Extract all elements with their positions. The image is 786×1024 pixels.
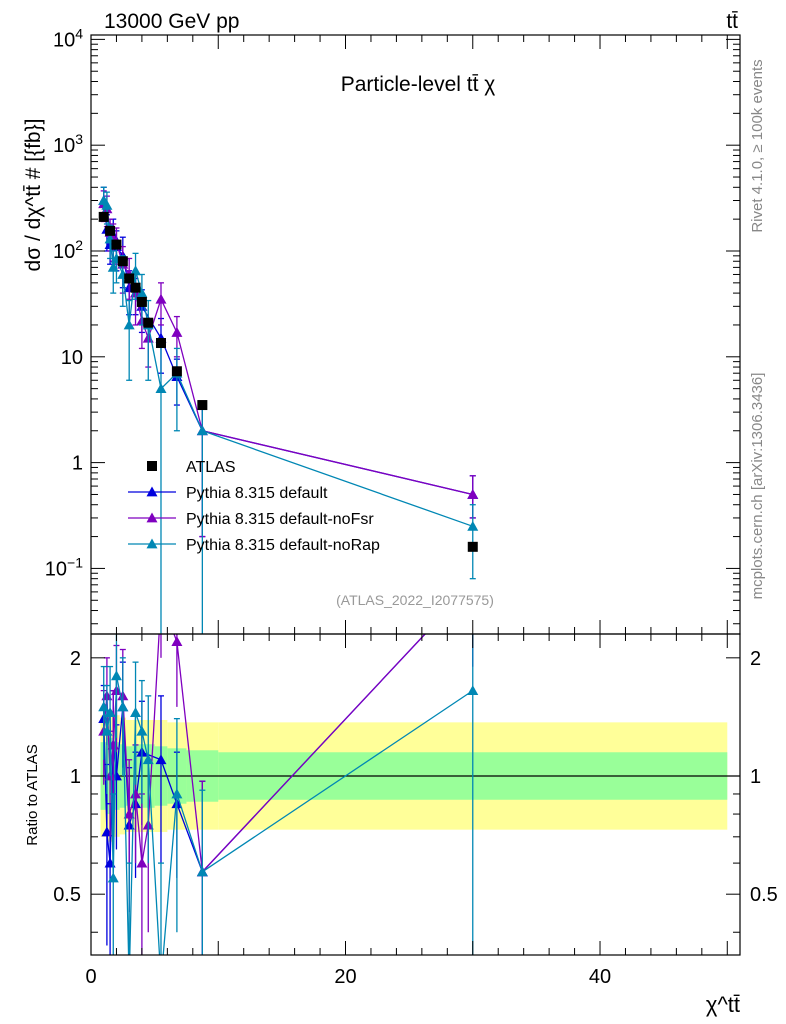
y-tick-label: 10 bbox=[61, 347, 83, 369]
rivet-version-label: Rivet 4.1.0, ≥ 100k events bbox=[749, 59, 766, 232]
y-tick-label: 10−1 bbox=[45, 554, 83, 580]
series-marker bbox=[467, 520, 479, 531]
y-tick-label: 104 bbox=[53, 25, 83, 51]
data-point bbox=[105, 225, 116, 236]
data-point bbox=[143, 317, 154, 328]
ratio-y-tick-label: 1 bbox=[70, 766, 81, 788]
x-axis-label: χ^tt̄ bbox=[706, 992, 740, 1017]
y-tick-label: 1 bbox=[72, 453, 83, 475]
ratio-y-axis-label: Ratio to ATLAS bbox=[24, 744, 41, 845]
y-axis-label: dσ / dχ^tt̄ # [{fb}] bbox=[22, 119, 45, 272]
data-point bbox=[467, 541, 478, 552]
data-point bbox=[117, 256, 128, 267]
ratio-y-tick-label: 2 bbox=[70, 648, 81, 670]
ratio-y-tick-label-right: 1 bbox=[750, 766, 761, 788]
ratio-panel-series bbox=[98, 634, 479, 986]
legend-marker-triangle bbox=[146, 512, 158, 523]
series-line bbox=[103, 200, 473, 527]
x-tick-label: 20 bbox=[334, 966, 356, 988]
mcplots-credit-label: mcplots.cern.ch [arXiv:1306.3436] bbox=[749, 373, 766, 600]
series-marker bbox=[101, 199, 113, 210]
y-tick-label: 102 bbox=[53, 237, 83, 263]
ratio-marker bbox=[123, 808, 135, 819]
ratio-marker bbox=[107, 872, 119, 883]
header-process-label: tt̄ bbox=[726, 10, 738, 33]
data-point bbox=[136, 296, 147, 307]
ratio-y-tick-label-right: 2 bbox=[750, 648, 761, 670]
ratio-marker bbox=[124, 976, 135, 986]
ratio-marker bbox=[467, 685, 479, 696]
series-marker bbox=[196, 425, 208, 436]
data-point bbox=[197, 400, 208, 411]
ratio-marker bbox=[104, 707, 116, 718]
legend-marker-triangle bbox=[146, 538, 158, 549]
data-point bbox=[155, 338, 166, 349]
header-collision-label: 13000 GeV pp bbox=[104, 10, 239, 33]
series-marker bbox=[136, 287, 148, 298]
ratio-panel-frame bbox=[90, 633, 741, 956]
series-marker bbox=[155, 293, 167, 304]
ratio-marker bbox=[110, 670, 122, 681]
series-marker bbox=[130, 265, 142, 276]
ratio-marker bbox=[130, 707, 142, 718]
axes: 0 20 40 10−1 1 10 102 103 104 0.5 0.5 1 1 2 2 bbox=[45, 25, 778, 988]
data-point bbox=[111, 239, 122, 250]
legend-label: Pythia 8.315 default-noRap bbox=[186, 537, 380, 554]
legend-label: ATLAS bbox=[186, 459, 236, 476]
ratio-marker bbox=[171, 636, 183, 646]
series-marker bbox=[107, 261, 119, 272]
ratio-marker bbox=[196, 866, 208, 877]
data-point bbox=[98, 211, 109, 222]
ratio-marker bbox=[136, 857, 148, 868]
x-tick-label: 0 bbox=[85, 966, 96, 988]
data-point bbox=[124, 273, 135, 284]
series-marker bbox=[155, 383, 167, 394]
legend-marker-square bbox=[147, 461, 157, 471]
main-panel-series bbox=[98, 186, 479, 634]
series-line bbox=[103, 203, 473, 496]
ratio-marker bbox=[155, 754, 167, 765]
ratio-marker bbox=[117, 701, 129, 712]
series-marker bbox=[171, 326, 183, 337]
ratio-y-tick-label-right: 0.5 bbox=[750, 884, 778, 906]
data-point bbox=[171, 366, 182, 377]
chart-title: Particle-level tt̄ χ bbox=[341, 73, 496, 96]
ratio-uncertainty-bands bbox=[91, 710, 740, 842]
legend-label: Pythia 8.315 default bbox=[186, 485, 328, 502]
ratio-y-tick-label: 0.5 bbox=[53, 884, 81, 906]
legend-marker-triangle bbox=[146, 486, 158, 497]
legend-label: Pythia 8.315 default-noFsr bbox=[186, 511, 374, 528]
ratio-marker bbox=[142, 754, 154, 765]
analysis-tag: (ATLAS_2022_I2077575) bbox=[336, 592, 494, 608]
series-marker bbox=[467, 488, 479, 499]
series-marker bbox=[123, 319, 135, 330]
y-tick-label: 103 bbox=[53, 131, 83, 157]
data-point bbox=[130, 282, 141, 293]
ratio-marker bbox=[130, 788, 142, 799]
ratio-marker bbox=[171, 788, 183, 799]
ratio-marker bbox=[155, 976, 166, 986]
x-tick-label: 40 bbox=[589, 966, 611, 988]
legend: ATLAS Pythia 8.315 default Pythia 8.315 de… bbox=[128, 459, 380, 554]
ratio-marker bbox=[136, 725, 148, 736]
